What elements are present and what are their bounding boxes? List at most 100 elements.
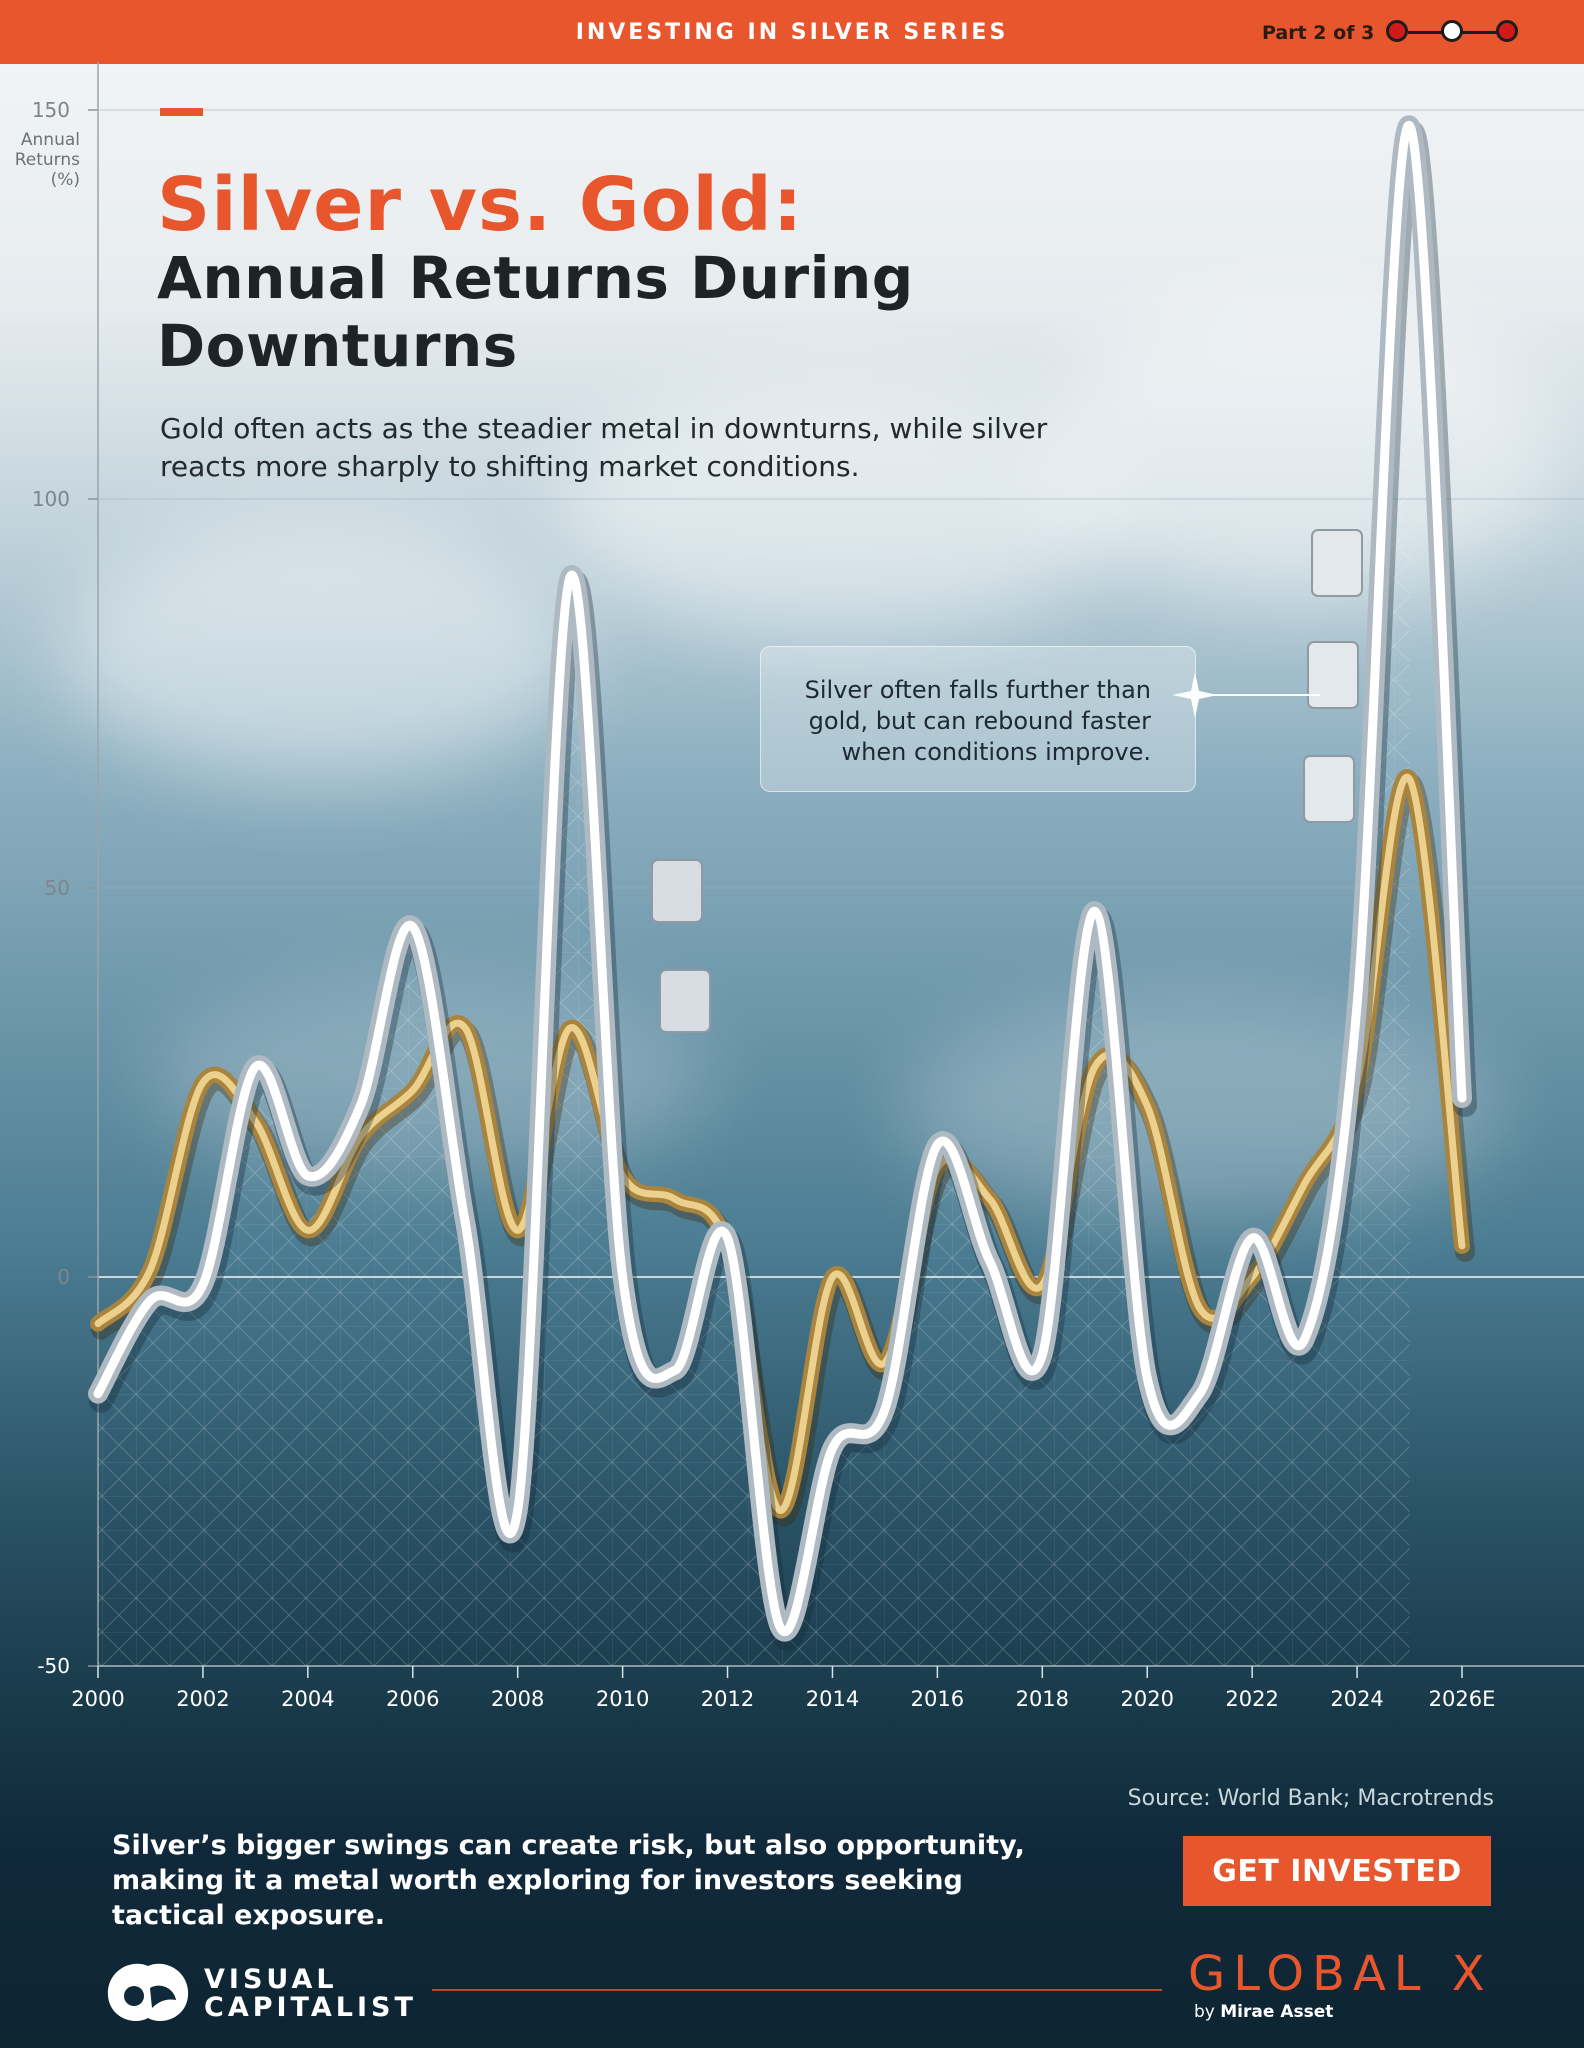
y-tick-label: 0 <box>57 1265 70 1289</box>
silver-point <box>778 1625 782 1630</box>
part-label: Part 2 of 3 <box>1262 22 1375 44</box>
cloud-decoration <box>1040 300 1560 600</box>
gold-point <box>253 1119 258 1124</box>
x-tick-label: 2010 <box>596 1687 649 1711</box>
silver-point <box>568 574 573 579</box>
series-title: INVESTING IN SILVER SERIES <box>575 20 1009 45</box>
x-tick-label: 2000 <box>71 1687 124 1711</box>
brand-sub-prefix: by <box>1194 2002 1215 2022</box>
gold-point <box>200 1080 205 1085</box>
silver-point <box>935 1142 940 1147</box>
gold-point <box>1197 1306 1202 1311</box>
silver-series <box>88 115 1477 1651</box>
gold-point <box>1407 777 1412 782</box>
silver-point <box>305 1173 310 1178</box>
cloud-decoration <box>560 380 1120 640</box>
gold-point <box>1302 1181 1307 1186</box>
footer-divider <box>432 1989 1162 1991</box>
title-accent-dash <box>160 108 203 116</box>
y-axis-ticks: 150 100 50 0 -50 <box>32 98 70 1678</box>
x-tick-label: 2012 <box>701 1687 754 1711</box>
gold-point <box>1460 1243 1464 1248</box>
visual-capitalist-logo-icon <box>107 1963 189 2022</box>
silver-point <box>96 1391 100 1396</box>
global-x-subtitle: by Mirae Asset <box>1194 2002 1333 2022</box>
global-x-logo: GLOBAL X <box>1188 1946 1493 2002</box>
x-axis-ticks: 2000 2002 2004 2006 2008 2010 2012 2014 2016 2018… <box>71 1666 1495 1711</box>
silver-point <box>830 1446 835 1451</box>
chart-subtitle: Annual Returns During Downturns <box>157 244 914 380</box>
part-1-indicator <box>1386 20 1408 42</box>
gold-point <box>673 1197 678 1202</box>
x-tick-label: 2002 <box>176 1687 229 1711</box>
silver-bar-stack-icon <box>1303 529 1363 823</box>
silver-point <box>1145 1376 1150 1381</box>
visual-capitalist-logo-text: VISUAL CAPITALIST <box>204 1966 417 2022</box>
silver-point <box>1197 1391 1202 1396</box>
silver-point <box>1250 1236 1255 1241</box>
callout-connector-line <box>1210 694 1320 696</box>
silver-area-fill <box>98 125 1410 1666</box>
x-tick-label: 2016 <box>911 1687 964 1711</box>
silver-point <box>358 1103 363 1108</box>
x-tick-label: 2022 <box>1225 1687 1278 1711</box>
silver-point <box>253 1064 258 1069</box>
silver-point <box>410 924 415 929</box>
gold-point <box>515 1228 520 1233</box>
callout-box: Silver often falls further than gold, bu… <box>760 646 1196 792</box>
silver-point <box>673 1368 678 1373</box>
brand-sub-name: Mirae Asset <box>1220 2002 1334 2022</box>
x-tick-label: 2018 <box>1016 1687 1069 1711</box>
x-tick-label: 2014 <box>806 1687 859 1711</box>
gold-point <box>148 1267 153 1272</box>
gold-point <box>358 1134 363 1139</box>
x-tick-label: 2008 <box>491 1687 544 1711</box>
get-invested-button[interactable]: GET INVESTED <box>1183 1836 1491 1906</box>
x-tick-label: 2026E <box>1429 1687 1496 1711</box>
silver-point <box>1040 1352 1045 1357</box>
silver-point <box>1355 1002 1360 1007</box>
y-tick-label: 100 <box>32 487 70 511</box>
gold-point <box>410 1088 415 1093</box>
silver-point <box>725 1236 730 1241</box>
gold-point <box>778 1508 782 1513</box>
part-2-indicator <box>1441 20 1463 42</box>
y-tick-label: 150 <box>32 98 70 122</box>
cloud-decoration <box>60 520 580 780</box>
sparkle-icon <box>1172 672 1218 718</box>
gold-series <box>90 769 1475 1527</box>
silver-point <box>882 1407 887 1412</box>
silver-bar-stack-icon <box>651 859 711 1033</box>
silver-point <box>200 1282 205 1287</box>
gold-point <box>305 1228 310 1233</box>
y-axis-label: Annual Returns (%) <box>14 130 80 190</box>
silver-point <box>987 1259 992 1264</box>
y-tick-label: -50 <box>37 1654 70 1678</box>
source-note: Source: World Bank; Macrotrends <box>1127 1786 1494 1811</box>
part-3-indicator <box>1496 20 1518 42</box>
chart-description: Gold often acts as the steadier metal in… <box>160 412 1048 483</box>
x-tick-label: 2024 <box>1330 1687 1383 1711</box>
silver-point <box>1092 909 1097 914</box>
chart-title: Silver vs. Gold: <box>157 162 804 248</box>
gold-point <box>1250 1275 1255 1279</box>
footer-message: Silver’s bigger swings can create risk, … <box>112 1830 1025 1931</box>
top-banner: INVESTING IN SILVER SERIES Part 2 of 3 <box>0 0 1584 64</box>
silver-point <box>463 1220 468 1225</box>
silver-point <box>148 1298 153 1303</box>
silver-point <box>1407 123 1412 128</box>
x-tick-label: 2004 <box>281 1687 334 1711</box>
gold-point <box>1145 1103 1150 1108</box>
gold-point <box>463 1026 468 1031</box>
gold-point <box>987 1197 992 1202</box>
silver-point <box>620 1275 625 1279</box>
callout-text: Silver often falls further than gold, bu… <box>804 676 1151 766</box>
gold-point <box>1092 1064 1097 1069</box>
logo-line-2: CAPITALIST <box>204 1992 417 2023</box>
gold-point <box>96 1321 100 1326</box>
logo-line-1: VISUAL <box>204 1964 338 1995</box>
silver-point <box>515 1508 520 1513</box>
x-tick-label: 2006 <box>386 1687 439 1711</box>
x-tick-label: 2020 <box>1121 1687 1174 1711</box>
